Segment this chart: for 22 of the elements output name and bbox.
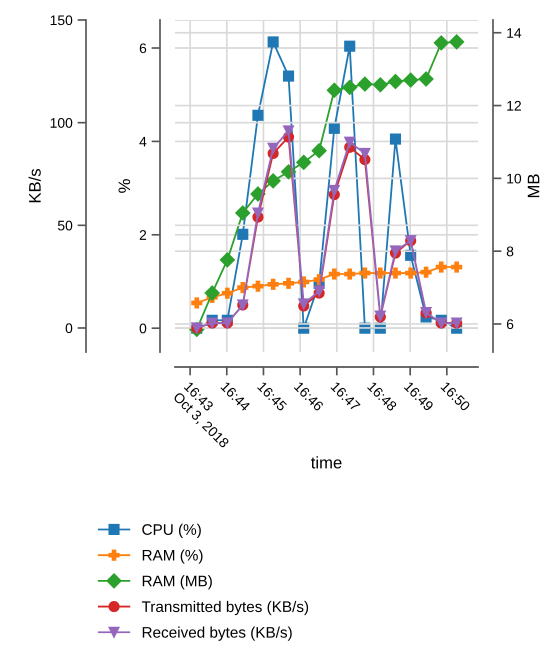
legend-label: Transmitted bytes (KB/s): [142, 600, 308, 616]
y3-tick-label: 0: [66, 323, 72, 334]
legend-label: RAM (MB): [142, 575, 212, 590]
legend-label: Received bytes (KB/s): [142, 626, 292, 641]
y2-tick-label: 8: [506, 246, 514, 256]
y-tick-label: 0: [140, 324, 146, 334]
y-tick-label: 4: [139, 136, 146, 146]
y3-tick-label: 100: [50, 118, 72, 128]
y-tick-label: 2: [140, 230, 146, 240]
y-axis-title: %: [118, 179, 130, 193]
y3-tick-label: 150: [50, 15, 72, 26]
y2-tick-label: 6: [506, 319, 514, 330]
y3-tick-label: 50: [58, 220, 72, 230]
y2-tick-label: 10: [507, 174, 522, 184]
legend-label: CPU (%): [142, 524, 201, 538]
y2-tick-label: 14: [507, 28, 522, 38]
legend-label: RAM (%): [142, 549, 203, 564]
y3-axis-title: KB/s: [28, 169, 41, 202]
y2-tick-label: 12: [507, 100, 521, 111]
x-axis-title: time: [311, 456, 342, 468]
y2-axis-title: MB: [528, 174, 540, 198]
y-tick-label: 6: [140, 43, 146, 54]
